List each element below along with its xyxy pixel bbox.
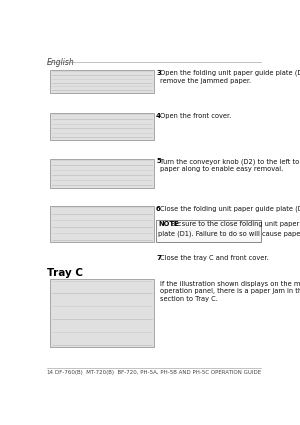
Text: 6: 6 (156, 206, 161, 212)
Text: 4: 4 (156, 113, 161, 119)
Bar (50, 206, 154, 242)
Text: plate (D1). Failure to do so will cause paper jams.: plate (D1). Failure to do so will cause … (158, 231, 300, 237)
Text: 5: 5 (156, 159, 161, 164)
Text: Open the front cover.: Open the front cover. (160, 113, 231, 119)
Text: 3: 3 (156, 70, 161, 76)
Text: 7: 7 (156, 255, 161, 261)
Text: Tray C: Tray C (47, 268, 83, 278)
Text: Be sure to the close folding unit paper guide: Be sure to the close folding unit paper … (171, 221, 300, 227)
Text: Close the folding unit paper guide plate (D1).: Close the folding unit paper guide plate… (160, 206, 300, 212)
Bar (50, 159, 154, 188)
Text: 14: 14 (47, 370, 54, 375)
Text: NOTE:: NOTE: (158, 221, 182, 227)
Text: Open the folding unit paper guide plate (D1) and
remove the jammed paper.: Open the folding unit paper guide plate … (160, 70, 300, 84)
Text: English: English (47, 58, 74, 67)
Bar (50, 279, 154, 347)
Bar (156, 220, 261, 242)
Text: If the illustration shown displays on the machine's
operation panel, there is a : If the illustration shown displays on th… (160, 281, 300, 302)
Bar (50, 113, 154, 140)
Text: Turn the conveyor knob (D2) to the left to feed the
paper along to enable easy r: Turn the conveyor knob (D2) to the left … (160, 159, 300, 173)
Text: DF-760(B)  MT-720(B)  BF-720, PH-5A, PH-5B AND PH-5C OPERATION GUIDE: DF-760(B) MT-720(B) BF-720, PH-5A, PH-5B… (55, 370, 261, 375)
Bar (50, 70, 154, 93)
Text: Close the tray C and front cover.: Close the tray C and front cover. (160, 255, 268, 261)
